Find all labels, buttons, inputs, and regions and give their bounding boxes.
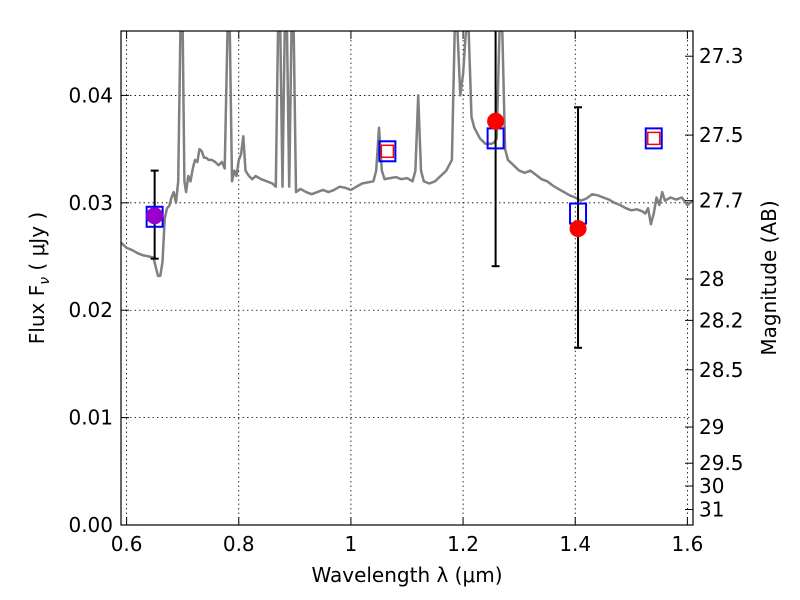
x-tick-label: 1.2 (447, 532, 479, 556)
y-axis-title-unit: ( μJy ) (25, 212, 49, 277)
observed-point (488, 113, 504, 129)
magnitude-tick-label: 27.3 (699, 44, 744, 68)
x-axis-title: Wavelength λ (μm) (311, 563, 502, 587)
x-tick-label: 0.8 (223, 532, 255, 556)
x-tick-label: 1 (345, 532, 358, 556)
y-tick-label: 0.02 (68, 298, 113, 322)
observed-point (147, 208, 163, 224)
magnitude-tick-label: 27.7 (699, 189, 744, 213)
magnitude-tick-label: 28 (699, 267, 724, 291)
y-tick-label: 0.04 (68, 83, 113, 107)
x-tick-label: 0.6 (111, 532, 143, 556)
y-axis-title: Flux Fν ( μJy ) (25, 212, 53, 344)
magnitude-tick-label: 28.2 (699, 308, 744, 332)
y-axis-title-subscript: ν (37, 277, 53, 285)
y-tick-label: 0.03 (68, 191, 113, 215)
plot-background (121, 31, 693, 525)
y-axis-title-main: Flux F (25, 285, 49, 344)
magnitude-tick-label: 30 (699, 474, 724, 498)
y-tick-label: 0.01 (68, 406, 113, 430)
y-tick-label: 0.00 (68, 513, 113, 537)
x-tick-label: 1.4 (559, 532, 591, 556)
magnitude-tick-label: 29 (699, 415, 724, 439)
observed-point (570, 221, 586, 237)
magnitude-tick-label: 27.5 (699, 123, 744, 147)
x-tick-label: 1.6 (671, 532, 703, 556)
magnitude-tick-label: 31 (699, 497, 724, 521)
right-axis-title: Magnitude (AB) (757, 200, 781, 355)
magnitude-tick-label: 29.5 (699, 451, 744, 475)
magnitude-tick-label: 28.5 (699, 358, 744, 382)
